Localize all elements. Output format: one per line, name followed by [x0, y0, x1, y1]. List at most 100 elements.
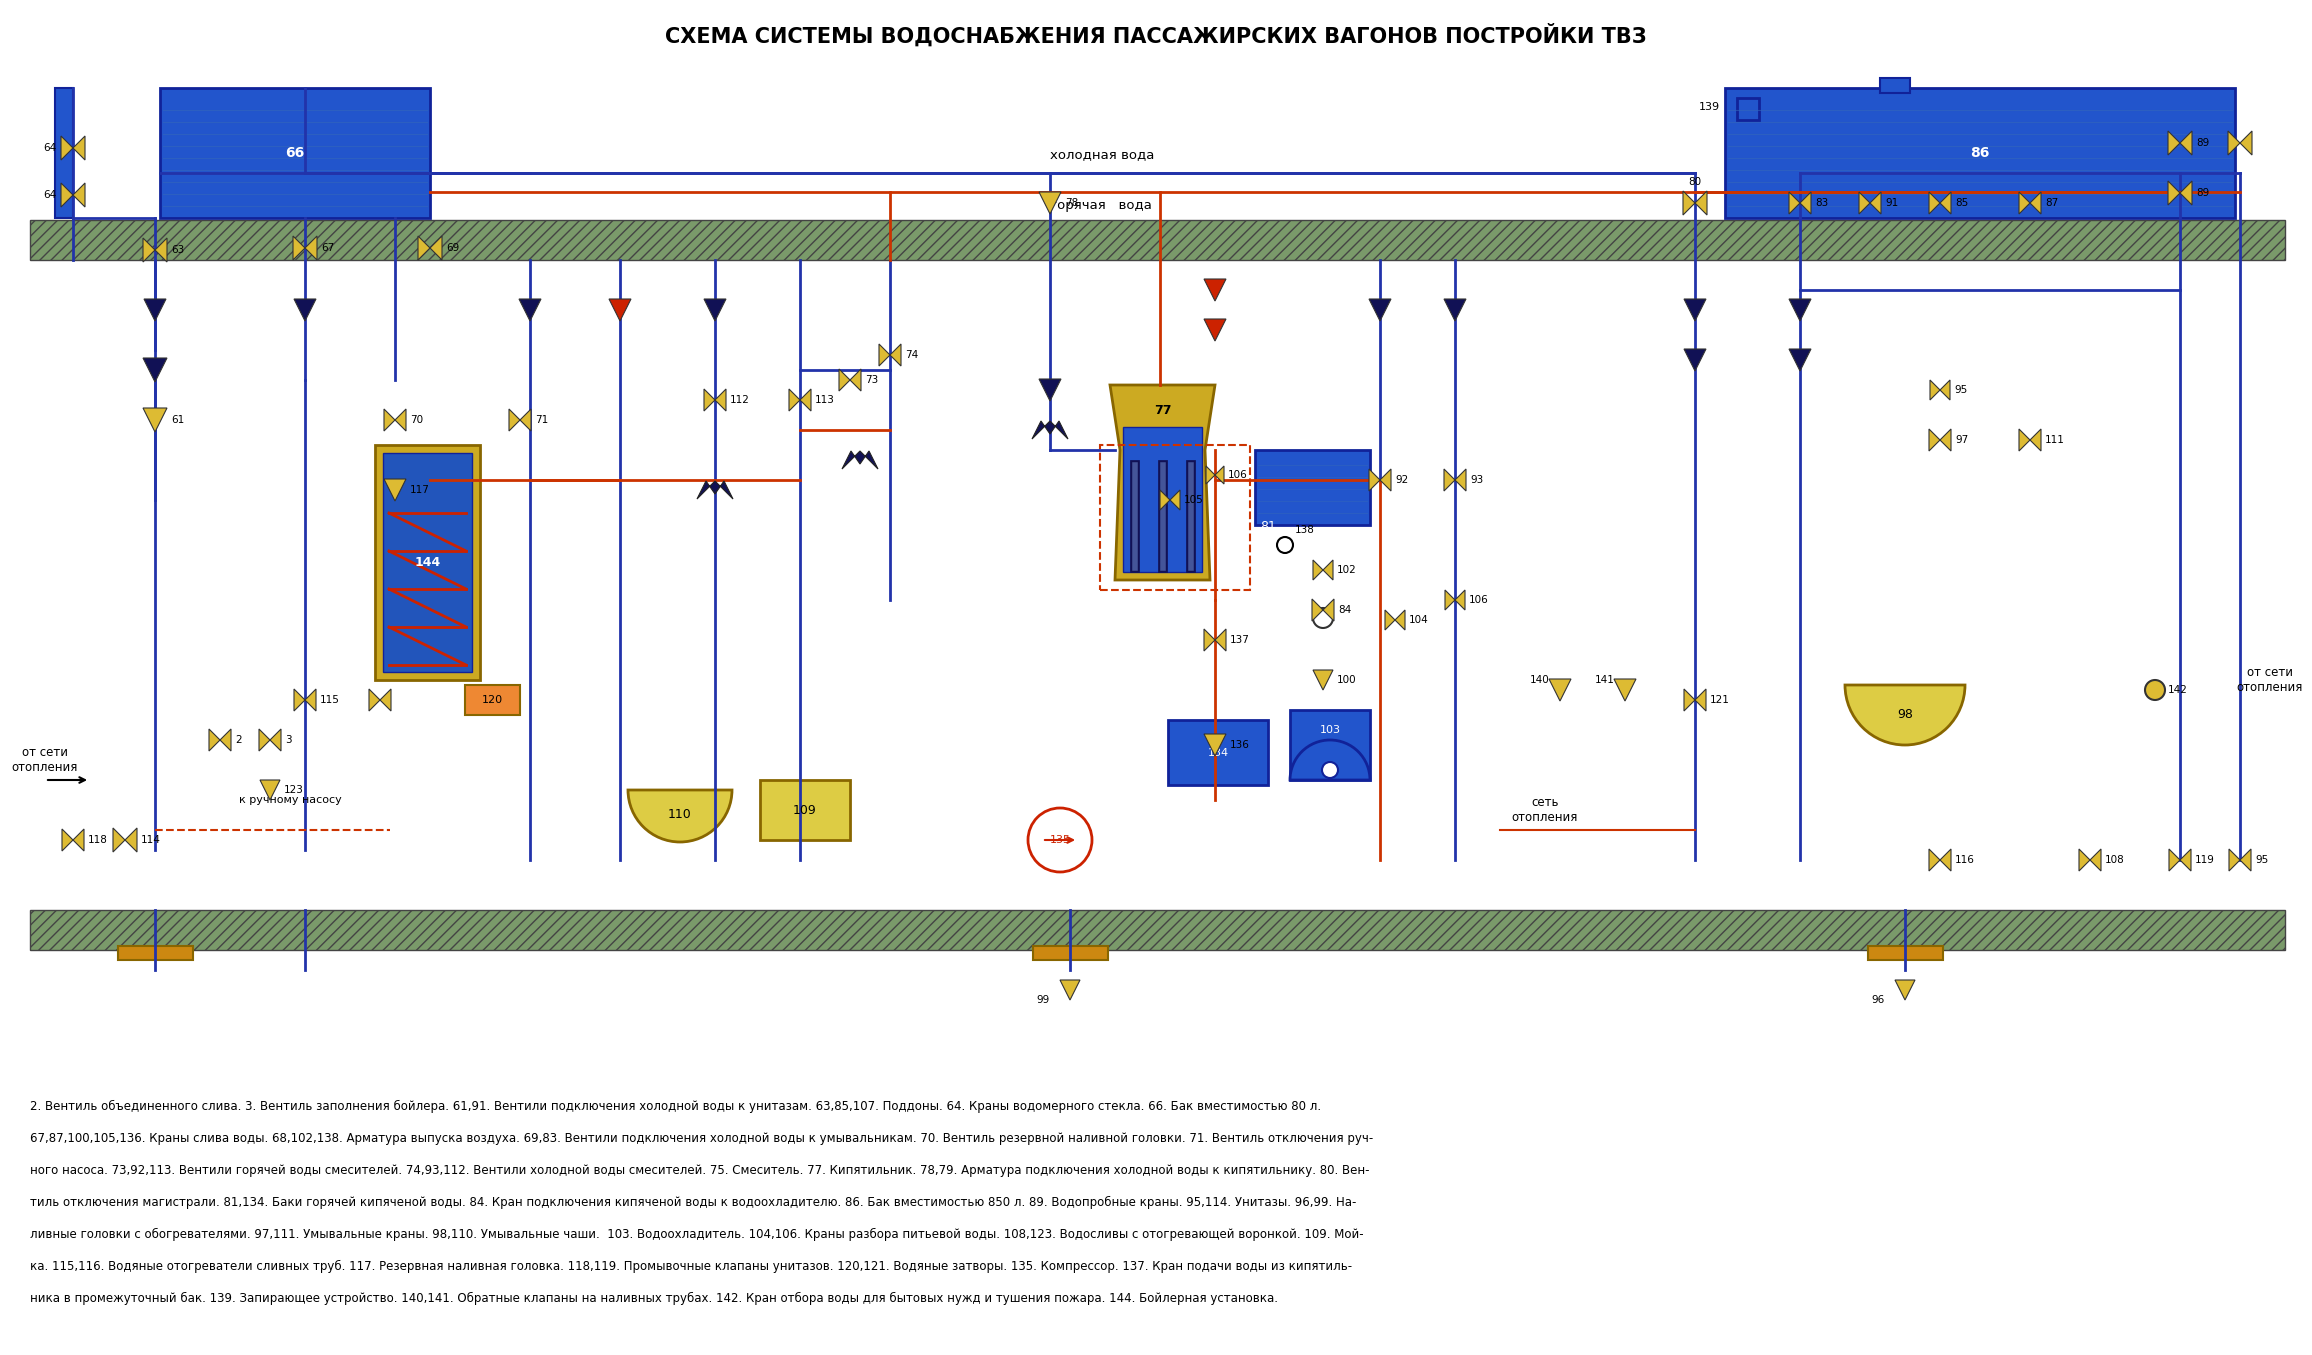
Polygon shape	[1369, 469, 1380, 491]
Polygon shape	[1216, 466, 1223, 484]
Polygon shape	[208, 729, 220, 751]
Bar	[1124, 427, 1202, 572]
Text: 100: 100	[1336, 675, 1357, 686]
Text: 121: 121	[1711, 695, 1729, 705]
Polygon shape	[1380, 469, 1392, 491]
Polygon shape	[113, 828, 125, 852]
Polygon shape	[2229, 131, 2240, 154]
Text: ника в промежуточный бак. 139. Запирающее устройство. 140,141. Обратные клапаны : ника в промежуточный бак. 139. Запирающе…	[30, 1293, 1279, 1305]
Text: 89: 89	[2196, 188, 2210, 198]
Text: 91: 91	[1884, 198, 1898, 209]
Polygon shape	[1940, 430, 1951, 451]
Text: 116: 116	[1956, 855, 1974, 864]
Bar	[30, 911, 2284, 950]
Text: 108: 108	[2104, 855, 2125, 864]
Text: 96: 96	[1873, 995, 1884, 1005]
Text: 105: 105	[1184, 495, 1205, 505]
Polygon shape	[1801, 192, 1810, 214]
Polygon shape	[788, 389, 800, 411]
Text: 134: 134	[1207, 748, 1228, 757]
Polygon shape	[1205, 629, 1216, 650]
Text: 64: 64	[44, 190, 58, 201]
Polygon shape	[1445, 469, 1454, 491]
Polygon shape	[143, 408, 166, 432]
Text: 109: 109	[793, 804, 816, 817]
Polygon shape	[1216, 629, 1225, 650]
Text: 92: 92	[1394, 476, 1408, 485]
Polygon shape	[2090, 850, 2102, 871]
Text: 135: 135	[1050, 835, 1070, 846]
Text: 2. Вентиль объединенного слива. 3. Вентиль заполнения бойлера. 61,91. Вентили по: 2. Вентиль объединенного слива. 3. Венти…	[30, 1100, 1320, 1112]
Text: 123: 123	[284, 785, 303, 795]
Polygon shape	[851, 369, 860, 392]
Text: 63: 63	[171, 245, 185, 255]
Polygon shape	[520, 409, 532, 431]
Text: 137: 137	[1230, 635, 1251, 645]
Polygon shape	[696, 481, 733, 499]
Circle shape	[1313, 608, 1334, 627]
Polygon shape	[2240, 131, 2252, 154]
Polygon shape	[1789, 350, 1810, 371]
Bar	[761, 780, 851, 840]
Polygon shape	[1322, 599, 1334, 621]
Polygon shape	[842, 451, 879, 469]
Text: 117: 117	[409, 485, 430, 495]
Polygon shape	[1311, 599, 1322, 621]
Text: 71: 71	[534, 415, 548, 425]
Text: 95: 95	[2254, 855, 2268, 864]
Polygon shape	[2169, 131, 2180, 154]
Polygon shape	[60, 183, 74, 207]
Polygon shape	[1549, 679, 1570, 701]
Bar	[384, 453, 472, 672]
Text: 80: 80	[1688, 178, 1702, 187]
Polygon shape	[430, 236, 442, 260]
Text: 119: 119	[2194, 855, 2215, 864]
Text: 111: 111	[2046, 435, 2065, 444]
Text: от сети
отопления: от сети отопления	[12, 747, 79, 774]
Text: холодная вода: холодная вода	[1050, 149, 1154, 161]
Polygon shape	[384, 480, 407, 501]
Wedge shape	[629, 790, 733, 841]
Polygon shape	[1031, 421, 1068, 439]
Text: 70: 70	[409, 415, 423, 425]
Polygon shape	[2078, 850, 2090, 871]
Circle shape	[1029, 808, 1091, 873]
Polygon shape	[1161, 491, 1170, 509]
Polygon shape	[1454, 469, 1466, 491]
Text: СХЕМА СИСТЕМЫ ВОДОСНАБЖЕНИЯ ПАССАЖИРСКИХ ВАГОНОВ ПОСТРОЙКИ ТВЗ: СХЕМА СИСТЕМЫ ВОДОСНАБЖЕНИЯ ПАССАЖИРСКИХ…	[666, 23, 1646, 46]
Polygon shape	[143, 238, 155, 262]
Text: 86: 86	[1970, 146, 1991, 160]
Text: 64: 64	[44, 144, 58, 153]
Polygon shape	[890, 344, 902, 366]
Text: 85: 85	[1956, 198, 1968, 209]
Polygon shape	[294, 299, 317, 321]
Polygon shape	[1928, 192, 1940, 214]
Polygon shape	[608, 299, 631, 321]
Polygon shape	[305, 236, 317, 260]
Polygon shape	[2180, 182, 2192, 205]
Polygon shape	[143, 358, 166, 382]
Polygon shape	[800, 389, 812, 411]
Text: 102: 102	[1336, 565, 1357, 575]
Bar	[1255, 450, 1371, 524]
Text: 87: 87	[2046, 198, 2058, 209]
Bar	[55, 88, 74, 218]
Text: 98: 98	[1898, 709, 1912, 721]
Polygon shape	[1683, 299, 1706, 321]
Bar	[118, 946, 192, 959]
Polygon shape	[220, 729, 231, 751]
Polygon shape	[2018, 192, 2030, 214]
Text: 142: 142	[2169, 686, 2187, 695]
Wedge shape	[1290, 740, 1371, 780]
Polygon shape	[294, 236, 305, 260]
Text: 73: 73	[865, 375, 879, 385]
Bar	[160, 88, 430, 218]
Bar	[1736, 98, 1759, 121]
Text: 110: 110	[668, 809, 691, 821]
Polygon shape	[1313, 560, 1322, 580]
Polygon shape	[418, 236, 430, 260]
Polygon shape	[384, 409, 395, 431]
Bar	[1168, 720, 1267, 785]
Polygon shape	[1445, 589, 1454, 610]
Polygon shape	[379, 688, 391, 711]
